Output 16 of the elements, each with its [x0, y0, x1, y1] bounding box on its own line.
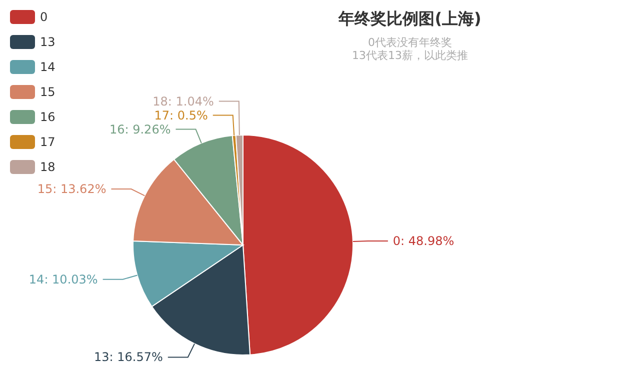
data-label: 15: 13.62% [37, 182, 106, 196]
data-label: 14: 10.03% [28, 272, 98, 286]
legend-label: 17 [40, 135, 56, 149]
data-label: 0: 48.98% [392, 234, 454, 248]
data-label: 17: 0.5% [154, 108, 208, 122]
data-label: 16: 9.26% [109, 122, 171, 136]
chart-title: 年终奖比例图(上海) [338, 9, 482, 28]
legend-label: 13 [40, 35, 56, 49]
legend-label: 14 [40, 60, 56, 74]
text: 0代表没有年终奖 13代表13薪，以此类推 [352, 36, 468, 62]
legend-label: 15 [40, 85, 56, 99]
data-label: 13: 16.57% [94, 350, 163, 364]
legend-label: 0 [40, 10, 48, 24]
data-label: 18: 1.04% [152, 94, 214, 108]
legend-label: 18 [40, 160, 56, 174]
legend-label: 16 [40, 110, 56, 124]
